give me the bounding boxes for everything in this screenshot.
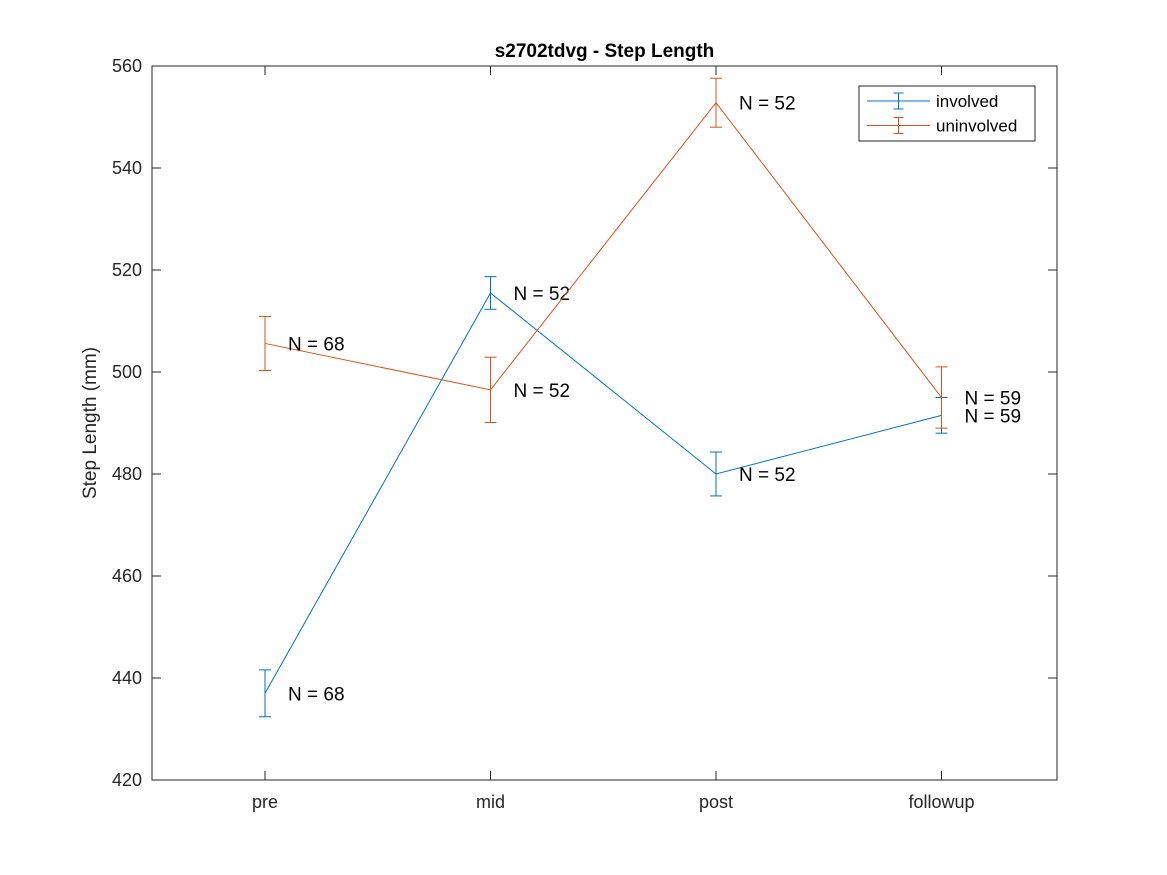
n-label: N = 52 — [739, 465, 796, 486]
series-uninvolved: N = 68 N = 52 N = 52 N = 59 — [259, 77, 1022, 429]
series-line-involved — [264, 292, 942, 694]
legend-label: uninvolved — [936, 117, 1017, 136]
y-tick-label: 560 — [112, 56, 142, 76]
n-label: N = 52 — [514, 381, 571, 402]
y-tick-label: 500 — [112, 362, 142, 382]
y-tick-label: 480 — [112, 464, 142, 484]
n-label: N = 68 — [288, 334, 345, 355]
y-tick-label: 440 — [112, 668, 142, 688]
x-tick-label: post — [699, 792, 733, 812]
x-tick-label: followup — [908, 792, 974, 812]
y-tick-label: 520 — [112, 260, 142, 280]
legend-label: involved — [936, 92, 998, 111]
n-label: N = 59 — [965, 406, 1022, 427]
n-label: N = 68 — [288, 684, 345, 705]
series-layer: N = 68N = 52N = 52N = 59N = 68N = 52N = … — [259, 77, 1022, 718]
x-tick-label: mid — [476, 792, 505, 812]
legend: involved uninvolved — [858, 85, 1036, 142]
n-label: N = 52 — [514, 284, 571, 305]
y-tick-label: 540 — [112, 158, 142, 178]
plot-frame — [151, 65, 1058, 781]
series-involved: N = 68 N = 52 N = 52 N = 59 — [259, 276, 1022, 718]
y-tick-label: 420 — [112, 770, 142, 790]
y-axis: 420 440 460 480 500 520 540 560 — [112, 56, 1057, 790]
n-label: N = 59 — [965, 389, 1022, 410]
n-label: N = 52 — [739, 94, 796, 115]
chart-title: s2702tdvg - Step Length — [495, 41, 715, 62]
series-line-uninvolved — [264, 101, 942, 398]
legend-box — [858, 85, 1036, 142]
x-tick-label: pre — [252, 792, 278, 812]
y-axis-title: Step Length (mm) — [80, 347, 101, 499]
y-tick-label: 460 — [112, 566, 142, 586]
x-axis: pre mid post followup — [252, 66, 975, 812]
